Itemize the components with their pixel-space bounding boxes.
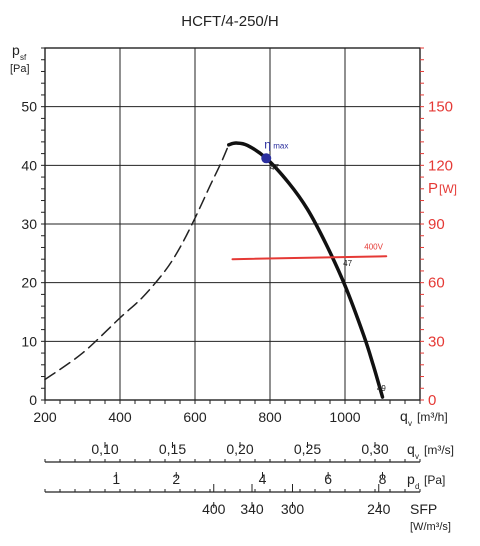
eta-max-label: η [264, 137, 271, 151]
series-line-400V [231, 255, 388, 261]
x-tick-label: 1000 [329, 409, 360, 425]
scale-label-sub: d [415, 482, 419, 491]
x-tick-label: 600 [183, 409, 207, 425]
series-line-unstable-region [44, 144, 230, 381]
y-axis-left: 0 10 20 30 40 50 p sf[Pa] [10, 42, 45, 408]
efficiency-label: 47 [343, 259, 352, 268]
x-tick-label: 800 [258, 409, 282, 425]
y-axis-right: 0 30 60 90 120 150 P [W] [420, 47, 457, 409]
scale-label-main: SFP [410, 501, 437, 517]
scale-tick-label: 8 [379, 471, 387, 487]
scale-tick-label: 0,25 [294, 441, 321, 457]
y2-tick-label: 30 [428, 333, 445, 350]
scale-label-unit: [W/m³/s] [410, 521, 451, 533]
scale-tick-label: 0,30 [361, 441, 388, 457]
secondary-scales: 0,10 0,15 0,20 0,25 0,30 q v [m³/s] 1 2 4 6 8 p d [Pa] 4… [44, 441, 454, 533]
scale-tick-label: 0,15 [159, 441, 186, 457]
scale-tick-label: 400 [202, 501, 226, 517]
scale-label-main: q [407, 441, 415, 457]
scale-tick-label: 1 [112, 471, 120, 487]
y2-tick-label: 0 [428, 392, 436, 409]
y-axis-unit: [Pa] [10, 63, 30, 75]
scale-tick-label: 0,10 [91, 441, 118, 457]
scale-tick-label: 340 [240, 501, 264, 517]
grid [44, 47, 421, 401]
scale-tick-label: 240 [367, 501, 391, 517]
x-axis-unit: [m³/h] [417, 410, 448, 424]
y-tick-label: 40 [21, 157, 37, 173]
series-label: 400V [364, 242, 383, 251]
scale-label-main: p [407, 471, 415, 487]
y-axis-label-sub: sf [20, 53, 27, 62]
y2-axis-label-main: P [428, 180, 438, 197]
scale-label-sub: v [415, 452, 419, 461]
eta-max-point [261, 153, 272, 164]
x-axis-label-sub: v [408, 419, 412, 428]
scale-tick-label: 300 [281, 501, 305, 517]
series-group: 400V [44, 141, 388, 399]
scale-tick-label: 4 [259, 471, 267, 487]
eta-max-sublabel: max [273, 141, 288, 150]
y2-tick-label: 60 [428, 275, 445, 292]
y-tick-label: 0 [29, 392, 37, 408]
scale-tick-label: 0,20 [226, 441, 253, 457]
efficiency-label: 49 [377, 384, 386, 393]
y-tick-label: 50 [21, 99, 37, 115]
y2-tick-label: 90 [428, 216, 445, 233]
y-axis-label-main: p [12, 42, 20, 58]
annotations: η max 47 47 49 [261, 137, 386, 393]
x-axis-label-main: q [400, 408, 408, 424]
scale-label-unit: [Pa] [424, 473, 445, 487]
y2-tick-label: 150 [428, 99, 453, 116]
scale-tick-label: 2 [172, 471, 180, 487]
scale-tick-label: 6 [324, 471, 332, 487]
y-tick-label: 20 [21, 275, 37, 291]
y2-axis-unit: [W] [439, 182, 457, 196]
x-tick-label: 200 [33, 409, 57, 425]
x-tick-label: 400 [108, 409, 132, 425]
efficiency-label: 47 [270, 163, 279, 172]
scale-label-unit: [m³/s] [424, 443, 454, 457]
x-axis: 200 400 600 800 1000 q v [m³/h] [33, 400, 448, 428]
y-tick-label: 30 [21, 216, 37, 232]
y-tick-label: 10 [21, 333, 37, 349]
y2-tick-label: 120 [428, 157, 453, 174]
series-line-pressure-curve [227, 141, 385, 399]
chart-title: HCFT/4-250/H [181, 13, 279, 30]
